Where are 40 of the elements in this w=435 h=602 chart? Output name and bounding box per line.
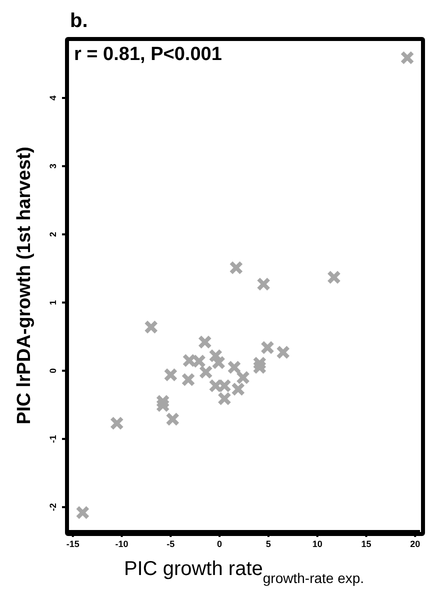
point (110, 416, 124, 430)
point (217, 392, 232, 406)
y-tick-label: -2 (48, 503, 58, 512)
x-tick-label: -5 (166, 539, 175, 549)
point (236, 370, 250, 385)
point (252, 356, 267, 370)
x-tick-label: 10 (312, 539, 322, 549)
annotation: r = 0.81, P<0.001 (74, 44, 222, 66)
x-tick-label: -10 (115, 539, 128, 549)
y-axis-title: PIC lrPDA-growth (1st harvest) (14, 146, 35, 424)
y-tick-label: 4 (48, 95, 58, 100)
point (208, 348, 223, 363)
chart-title: b. (70, 10, 88, 33)
point (229, 260, 244, 275)
y-tick-label: 2 (48, 232, 58, 237)
point (212, 356, 226, 370)
x-tick-label: -15 (66, 539, 80, 549)
x-tick-label: 15 (361, 539, 372, 549)
y-tick-label: 1 (48, 300, 58, 306)
point (181, 372, 196, 387)
point (400, 50, 414, 65)
y-tick-label: -1 (48, 434, 58, 443)
y-tick-label: 3 (48, 164, 58, 169)
point (76, 506, 90, 520)
point (166, 412, 180, 426)
point (260, 340, 274, 355)
x-axis-title: PIC growth rate$_{growth-rate exp.}$ (124, 558, 364, 586)
point (252, 360, 267, 374)
point (164, 368, 178, 382)
x-tick-label: 20 (410, 539, 420, 549)
x-tick-label: 5 (266, 539, 271, 549)
point (276, 345, 290, 360)
point (256, 277, 271, 292)
y-tick-label: 0 (48, 368, 58, 374)
point (227, 360, 242, 374)
point (326, 270, 341, 284)
point (198, 335, 212, 350)
point (198, 365, 213, 380)
point (144, 320, 158, 334)
x-tick-label: 0 (217, 539, 222, 549)
